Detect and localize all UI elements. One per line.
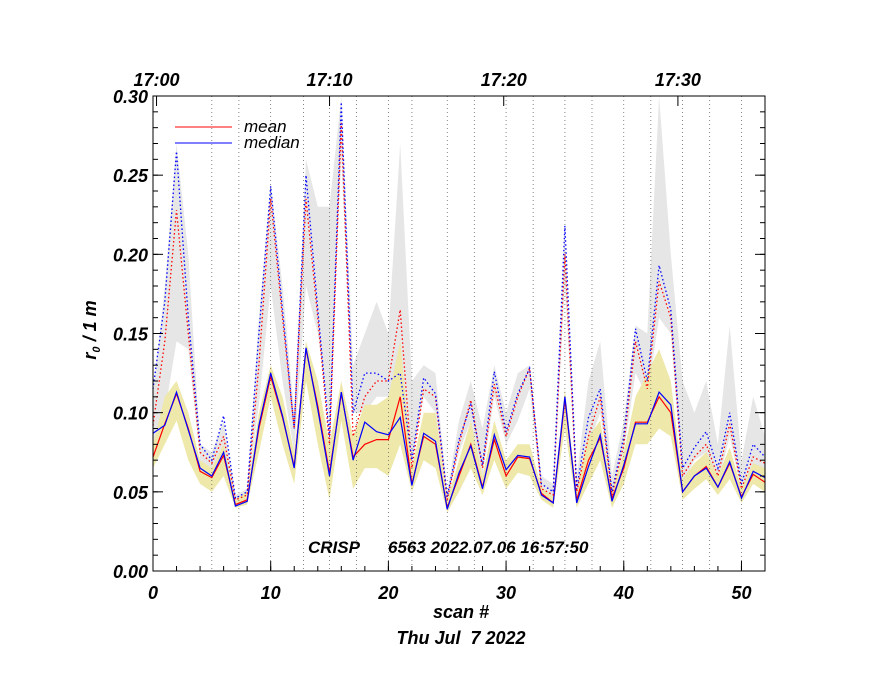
- y-tick-label-5: 0.25: [113, 166, 149, 186]
- top-tick-label-3: 17:30: [655, 70, 701, 90]
- annotation-info: 6563 2022.07.06 16:57:50: [388, 538, 589, 557]
- x-tick-label-4: 40: [613, 583, 634, 603]
- annotation-instrument: CRISP: [308, 538, 361, 557]
- top-tick-label-0: 17:00: [134, 70, 180, 90]
- series-line-3: [152, 102, 766, 500]
- legend: mean median: [175, 117, 300, 152]
- top-tick-label-1: 17:10: [307, 70, 353, 90]
- y-tick-label-6: 0.30: [113, 87, 148, 107]
- x-tick-label-0: 0: [148, 583, 158, 603]
- y-axis-title: r0 / 1 m: [80, 300, 103, 359]
- x-tick-label-5: 50: [731, 583, 751, 603]
- range-band-0: [153, 96, 765, 500]
- y-axis-title-sub: 0: [91, 346, 103, 353]
- y-tick-label-4: 0.20: [113, 245, 148, 265]
- x-axis-date: Thu Jul 7 2022: [396, 628, 525, 648]
- legend-mean-label: mean: [244, 117, 287, 136]
- series-line-1: [152, 347, 766, 510]
- y-axis-title-r: r: [80, 352, 100, 360]
- x-tick-label-1: 10: [261, 583, 281, 603]
- x-tick-label-3: 30: [496, 583, 516, 603]
- y-tick-label-1: 0.05: [113, 483, 149, 503]
- series-lines: [152, 102, 766, 510]
- y-tick-label-0: 0.00: [113, 562, 148, 582]
- top-tick-label-2: 17:20: [481, 70, 527, 90]
- axis-ticks: 0.00 0.05 0.10 0.15 0.20 0.25 0.30 0 10 20 30 40 50 1…: [113, 70, 766, 603]
- svg-text:r0 / 1 m: r0 / 1 m: [80, 300, 103, 359]
- y-tick-label-3: 0.15: [113, 325, 149, 345]
- y-axis-title-rest: / 1 m: [80, 300, 100, 346]
- range-band-1: [153, 341, 765, 513]
- series-line-2: [152, 122, 766, 501]
- range-bands: [153, 96, 765, 513]
- x-axis-title: scan #: [433, 602, 489, 622]
- y-tick-label-2: 0.10: [113, 404, 148, 424]
- x-tick-label-2: 20: [377, 583, 398, 603]
- legend-median-label: median: [244, 133, 300, 152]
